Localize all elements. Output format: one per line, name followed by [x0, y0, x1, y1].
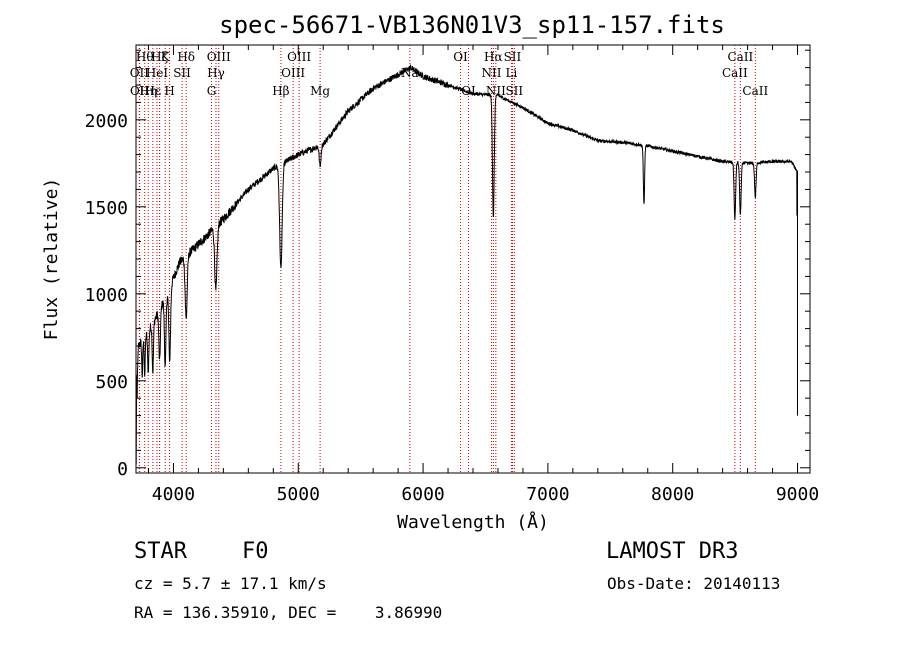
line-label: Hη — [139, 84, 157, 98]
x-tick-label: 6000 — [401, 484, 444, 505]
line-label: Li — [506, 66, 518, 80]
x-tick-label: 7000 — [526, 484, 569, 505]
line-label: Hα — [484, 50, 503, 64]
line-label: Hβ — [272, 84, 289, 98]
line-label: OIII — [287, 50, 311, 64]
y-tick-label: 500 — [95, 372, 128, 393]
plot-frame — [135, 44, 811, 474]
line-label: H — [164, 84, 174, 98]
line-label: HeI — [146, 66, 169, 80]
axis-tick-labels: 4000 5000 6000 7000 8000 9000 0 500 1000 1500 2000 — [85, 111, 820, 505]
line-label: OIII — [281, 66, 305, 80]
line-label: CaII — [742, 84, 768, 98]
y-tick-label: 0 — [117, 459, 128, 480]
line-label: OII — [130, 66, 150, 80]
chart-title: spec-56671-VB136N01V3_sp11-157.fits — [219, 11, 725, 39]
survey-name: LAMOST DR3 — [606, 539, 739, 564]
line-label: OI — [453, 50, 468, 64]
line-label: Hθ — [136, 50, 154, 64]
redshift-value: cz = 5.7 ± 17.1 km/s — [134, 574, 327, 593]
line-label: SII — [505, 84, 523, 98]
x-tick-label: 4000 — [152, 484, 195, 505]
line-label: Hε — [145, 84, 162, 98]
observation-date: Obs-Date: 20140113 — [607, 574, 781, 593]
line-label: CaII — [727, 50, 753, 64]
y-tick-label: 1000 — [85, 285, 128, 306]
y-axis-title: Flux (relative) — [41, 178, 62, 341]
object-subclass: F0 — [242, 539, 269, 564]
line-label: G — [207, 84, 217, 98]
y-tick-label: 1500 — [85, 198, 128, 219]
axis-ticks — [136, 45, 810, 473]
x-tick-label: 9000 — [776, 484, 819, 505]
spectrum-line — [135, 63, 798, 465]
object-class: STAR — [134, 539, 187, 564]
x-tick-label: 8000 — [651, 484, 694, 505]
line-markers — [138, 45, 756, 473]
line-label: CaII — [722, 66, 748, 80]
line-label: SII — [173, 66, 191, 80]
x-axis-title: Wavelength (Å) — [397, 511, 549, 533]
sky-coordinates: RA = 136.35910, DEC = 3.86990 — [134, 603, 443, 622]
line-label: Mg — [310, 84, 330, 98]
line-label: OII — [130, 84, 150, 98]
line-label: Hγ — [207, 66, 225, 80]
y-tick-label: 2000 — [85, 111, 128, 132]
line-label: SII — [504, 50, 522, 64]
line-label: OIII — [207, 50, 231, 64]
line-label: Hζ — [151, 50, 168, 64]
line-label: Hδ — [177, 50, 195, 64]
line-label: K — [161, 50, 171, 64]
line-label: NII — [486, 84, 506, 98]
line-label: NII — [481, 66, 501, 80]
x-tick-label: 5000 — [277, 484, 320, 505]
